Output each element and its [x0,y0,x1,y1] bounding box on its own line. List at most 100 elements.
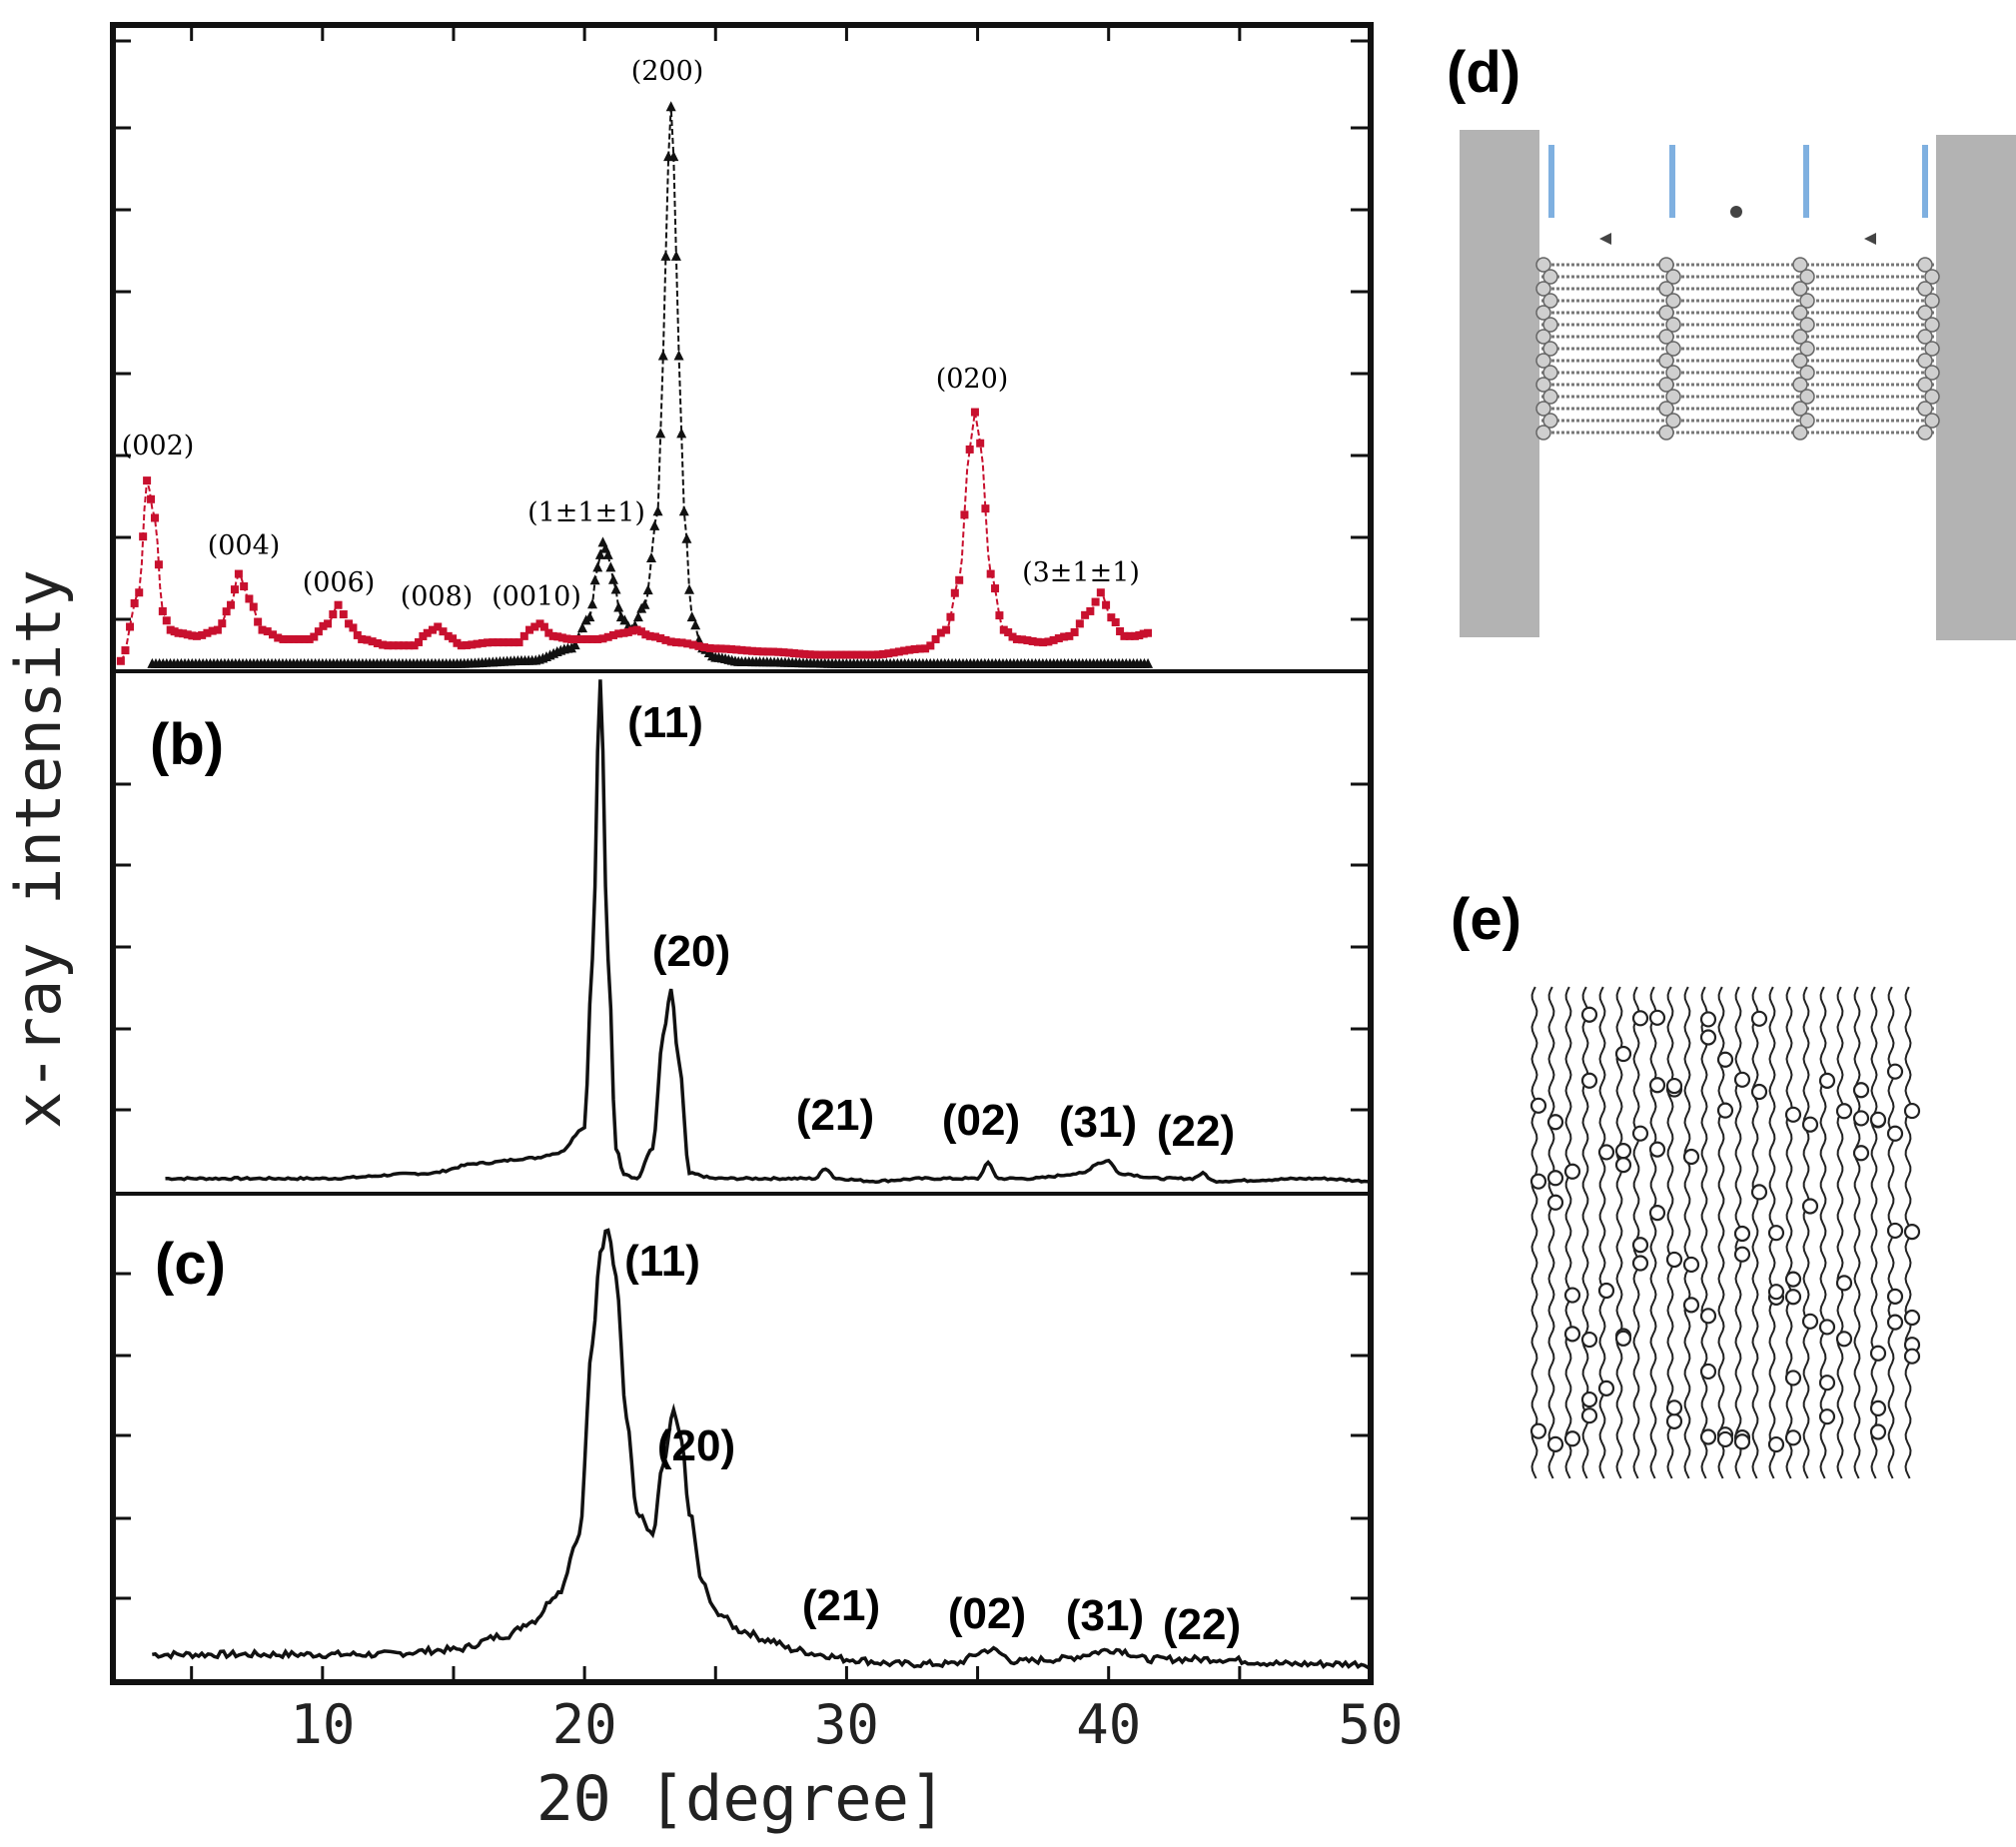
data-point-triangle [589,574,600,585]
data-point-square [139,532,148,541]
lipid-headgroup [1924,389,1940,405]
chain-headgroup [1784,1289,1802,1306]
lipid-headgroup [1665,389,1681,405]
data-point-square [324,619,333,628]
data-point-square [258,625,267,634]
data-point-square [688,640,697,649]
data-point-square [619,628,628,637]
data-point-square [158,606,167,615]
annotation-008: (008) [401,581,474,612]
data-point-square [727,644,736,653]
data-point-square [1044,637,1053,646]
chain-headgroup [1597,1144,1615,1161]
lipid-headgroup [1535,425,1551,441]
lipid-headgroup [1542,389,1558,405]
right-wall [1936,135,2016,640]
data-point-square [677,638,686,647]
panel-b-label: (b) [150,712,224,777]
data-point-square [889,648,898,657]
data-point-triangle [678,505,689,516]
chain-headgroup [1903,1102,1921,1120]
chain-headgroup [1631,1125,1649,1142]
data-point-square [1018,635,1027,644]
data-point-square [905,645,914,654]
data-point-square [1111,618,1120,627]
data-point-triangle [610,583,621,594]
data-point-square [463,640,472,649]
data-point-square [473,639,482,648]
data-point-square [254,617,263,626]
data-point-square [810,650,819,659]
data-point-triangle [584,611,595,622]
chain-headgroup [1665,1412,1683,1429]
lipid-headgroup [1799,341,1815,357]
data-point-square [548,631,557,640]
data-point-triangle [602,548,613,559]
data-point-square [831,650,840,659]
data-point-square [439,627,448,636]
peak-label-c-21: (21) [802,1581,880,1630]
lipid-headgroup [1535,257,1551,273]
alkyl-chain [1717,986,1725,1479]
data-point-square [1065,631,1074,640]
panel-e-chain-pattern [1529,986,1921,1479]
data-point-triangle [690,619,701,630]
chain-headgroup [1716,1430,1734,1448]
chain-headgroup [1682,1256,1700,1274]
chain-headgroup [1801,1198,1819,1215]
chain-headgroup [1665,1399,1683,1416]
lipid-headgroup [1917,329,1933,345]
chain-headgroup [1716,1102,1734,1119]
data-point-triangle [642,584,653,595]
data-point-square [434,622,443,631]
data-point-square [544,628,553,637]
data-point-square [587,634,596,643]
data-point-square [795,649,804,658]
lipid-headgroup [1535,329,1551,345]
data-point-square [394,641,403,650]
lipid-headgroup [1792,425,1808,441]
chain-headgroup [1665,1251,1683,1269]
data-point-square [478,638,487,647]
data-point-triangle [660,250,671,261]
chain-headgroup [1563,1326,1581,1343]
chain-headgroup [1648,1204,1666,1222]
data-point-square [519,631,528,640]
data-point-square [339,610,348,619]
data-point-square [130,598,139,607]
chain-headgroup [1597,1282,1615,1300]
chain-headgroup [1546,1435,1564,1452]
lipid-headgroup [1924,365,1940,381]
small-dot [1730,206,1742,218]
lipid-headgroup [1799,389,1815,405]
data-point-triangle [657,350,668,361]
chain-headgroup [1614,1330,1632,1347]
chain-headgroup [1699,1363,1717,1381]
data-point-square [268,630,277,639]
data-point-square [970,408,979,417]
chain-headgroup [1818,1319,1836,1336]
lipid-headgroup [1924,269,1940,285]
alkyl-chain [1751,986,1759,1479]
lipid-headgroup [1799,413,1815,429]
panel-d-label: (d) [1447,40,1520,105]
data-point-square [509,638,518,647]
lipid-headgroup [1917,353,1933,369]
data-point-triangle [646,551,657,562]
series-line-b [165,679,1372,1185]
lipid-headgroup [1665,269,1681,285]
data-point-square [577,634,586,643]
lipid-headgroup [1917,377,1933,393]
data-point-triangle [613,601,624,612]
data-point-square [305,634,314,643]
data-point-square [936,628,945,637]
data-point-square [784,648,793,657]
small-arrow-right [1864,233,1876,245]
alkyl-chain [1598,986,1606,1479]
chain-headgroup [1648,1141,1666,1158]
chain-headgroup [1869,1399,1887,1417]
data-point-triangle [681,532,692,543]
data-point-square [249,602,258,611]
data-point-square [227,600,236,609]
